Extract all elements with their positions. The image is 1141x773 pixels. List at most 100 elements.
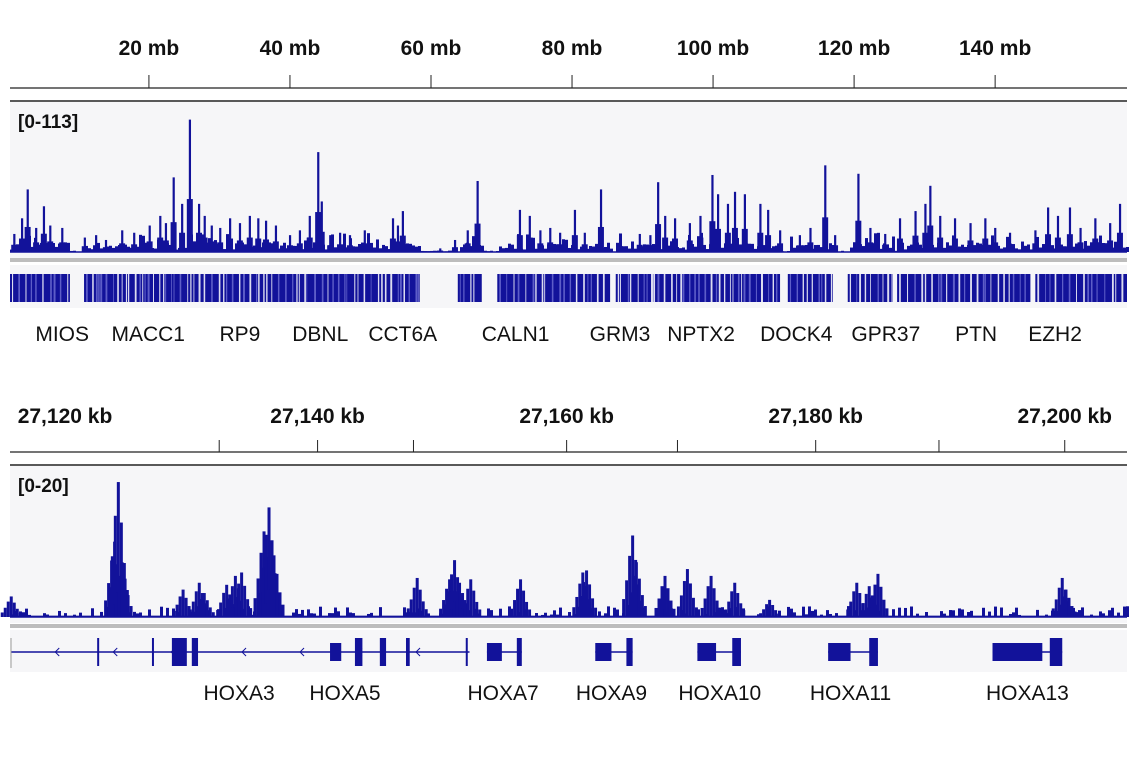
gene-label[interactable]: HOXA7 (468, 682, 539, 705)
signal-peak-shoulder (347, 245, 353, 252)
gene-label[interactable]: GRM3 (590, 323, 651, 346)
gene-feature-gap (719, 274, 721, 302)
gene-feature-gap (938, 274, 939, 302)
signal-peak-shoulder (1032, 243, 1038, 252)
gene-feature-gap (1112, 274, 1114, 302)
signal-peak-bin (240, 572, 243, 617)
signal-bar (994, 607, 997, 617)
signal-bar (109, 246, 112, 252)
gene-feature-gap (630, 274, 631, 302)
signal-bar (1108, 610, 1111, 617)
signal-peak-bin (469, 579, 472, 617)
signal-peak-bin (582, 582, 585, 617)
gene-feature-gap (724, 274, 725, 302)
signal-peak-shoulder (41, 234, 47, 252)
gene-feature-gap (415, 274, 417, 302)
signal-bar (964, 247, 967, 252)
ruler-tick-label: 40 mb (260, 37, 321, 60)
signal-peak-bin (525, 602, 528, 617)
gene-label[interactable]: RP9 (219, 323, 260, 346)
signal-peak-bin (867, 608, 870, 617)
gene-feature-gap (953, 274, 955, 302)
signal-peak-shoulder (517, 235, 523, 252)
signal-peak-shoulder (687, 240, 693, 252)
signal-peak-bin (463, 600, 466, 617)
signal-peak-shoulder (209, 241, 215, 252)
signal-peak-bin (733, 583, 736, 617)
gene-feature-gap (266, 274, 267, 302)
gene-feature-gap (122, 274, 123, 302)
signal-peak-shoulder (982, 239, 988, 252)
signal-peak-bin (472, 591, 475, 617)
gene-feature-gap (1076, 274, 1077, 302)
signal-peak-bin (449, 609, 452, 617)
signal-peak-shoulder (1077, 242, 1083, 252)
signal-peak-bin (246, 599, 249, 617)
signal-peak-shoulder (263, 239, 269, 252)
gene-label[interactable]: HOXA10 (678, 682, 761, 705)
signal-peak-bin (200, 599, 203, 617)
signal-bar (703, 245, 706, 252)
signal-peak-bin (455, 591, 458, 617)
gene-feature-gap (354, 274, 355, 302)
gene-feature-gap (338, 274, 340, 302)
signal-bar (790, 609, 793, 617)
signal-peak-bin (281, 605, 284, 617)
gene-label[interactable]: CCT6A (368, 323, 437, 346)
signal-bar (1102, 243, 1105, 252)
gene-feature-gap (744, 274, 746, 302)
signal-bar (790, 237, 793, 252)
gene-label[interactable]: PTN (955, 323, 997, 346)
signal-peak-bin (658, 599, 661, 617)
gene-label[interactable]: HOXA9 (576, 682, 647, 705)
gene-label[interactable]: HOXA5 (309, 682, 380, 705)
signal-peak-bin (269, 571, 272, 617)
signal-bar (802, 607, 805, 617)
signal-peak-bin (1073, 612, 1076, 617)
signal-bar (958, 247, 961, 252)
gene-feature-gap (148, 274, 150, 302)
signal-bar (814, 610, 817, 617)
gene-feature-gap (738, 274, 740, 302)
gene-label[interactable]: HOXA3 (204, 682, 275, 705)
gene-label[interactable]: GPR37 (851, 323, 920, 346)
gene-label[interactable]: HOXA13 (986, 682, 1069, 705)
gene-feature-gap (1096, 274, 1097, 302)
gene-feature-gap (850, 274, 851, 302)
signal-peak-bin (272, 555, 275, 617)
gene-feature-gap (346, 274, 347, 302)
signal-bar (295, 609, 298, 617)
signal-bar (1036, 610, 1039, 617)
gene-feature-gap (1045, 274, 1046, 302)
signal-bar (1084, 241, 1087, 252)
gene-feature-gap (193, 274, 194, 302)
signal-peak-shoulder (217, 242, 223, 252)
gene-feature-gap (12, 274, 13, 302)
signal-bar (100, 612, 103, 617)
gene-label[interactable]: DBNL (292, 323, 348, 346)
signal-peak-bin (885, 608, 888, 617)
signal-peak-shoulder (807, 242, 813, 252)
signal-peak-bin (275, 574, 278, 617)
gene-feature-gap (113, 274, 114, 302)
signal-peak-shoulder (582, 244, 588, 252)
signal-peak-shoulder (662, 238, 668, 252)
gene-feature-gap (821, 274, 822, 302)
gene-label[interactable]: EZH2 (1028, 323, 1082, 346)
signal-bar (940, 611, 943, 617)
gene-label[interactable]: MIOS (35, 323, 89, 346)
gene-label[interactable]: HOXA11 (810, 682, 891, 705)
signal-peak-shoulder (992, 242, 998, 252)
gene-label[interactable]: DOCK4 (760, 323, 833, 346)
gene-feature-gap (525, 274, 526, 302)
gene-label[interactable]: NPTX2 (667, 323, 735, 346)
signal-peak-shoulder (1107, 240, 1113, 252)
gene-label[interactable]: CALN1 (482, 323, 550, 346)
signal-bar (385, 246, 388, 252)
gene-feature-gap (653, 274, 655, 302)
signal-peak-bin (727, 602, 730, 617)
gene-label[interactable]: MACC1 (111, 323, 185, 346)
track-separator (10, 624, 1127, 628)
gene-feature-gap (226, 274, 227, 302)
